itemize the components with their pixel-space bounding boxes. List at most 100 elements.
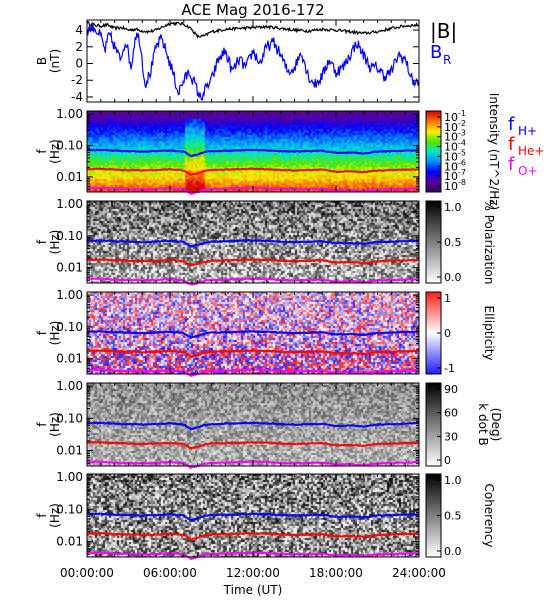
colorbar-tick-exp: -4 bbox=[458, 139, 466, 148]
y-axis-label-f: f (Hz) bbox=[35, 230, 62, 255]
y-tick-label: 1.00 bbox=[56, 107, 83, 121]
y-tick-label: -2 bbox=[71, 73, 83, 87]
y-tick-label: 0.10 bbox=[56, 138, 83, 152]
legend-gyro-sub-2: O+ bbox=[518, 164, 538, 178]
y-tick-label: 0.01 bbox=[56, 352, 83, 366]
colorbar-label: % Polarization bbox=[482, 200, 496, 285]
y-tick-label: 0 bbox=[75, 57, 83, 71]
y-axis-label-main: f bbox=[35, 422, 49, 427]
colorbar-label: Ellipticity bbox=[482, 306, 496, 361]
y-tick-label: 4 bbox=[75, 23, 83, 37]
colorbar-tick-label: 0.0 bbox=[444, 545, 462, 558]
y-axis-label-b: B (nT) bbox=[35, 49, 62, 73]
colorbar-tick-exp: -2 bbox=[458, 119, 466, 128]
y-axis-label-main: f bbox=[35, 330, 49, 335]
legend-gyro-1: f bbox=[508, 134, 515, 155]
colorbar-tick-label: 10 bbox=[444, 131, 458, 144]
series-br-line bbox=[86, 22, 420, 101]
y-axis-label-unit: (nT) bbox=[48, 49, 62, 73]
y-tick-label: 0.10 bbox=[56, 502, 83, 516]
panels: 420-2-4B (nT)|B|B R1.000.100.01f (Hz)10 -110… bbox=[35, 19, 544, 580]
y-axis-label-unit: (Hz) bbox=[48, 230, 62, 255]
y-tick-label: 0.01 bbox=[56, 444, 83, 458]
colorbar-tick-label: 0.5 bbox=[444, 510, 462, 523]
legend-gyro-0: f bbox=[508, 114, 515, 135]
colorbar-tick-label: 10 bbox=[444, 150, 458, 163]
colorbar-label-text: % Polarization bbox=[482, 200, 496, 285]
colorbar-frame bbox=[425, 110, 442, 193]
colorbar-tick-exp: -7 bbox=[458, 168, 466, 177]
gyro-line-fhep bbox=[86, 167, 419, 176]
y-tick-label: 0.01 bbox=[56, 170, 83, 184]
y-tick-label: 0.10 bbox=[56, 229, 83, 243]
panel-frame-0 bbox=[86, 19, 420, 103]
colorbar-label-text: Intensity (nT^2/Hz) bbox=[487, 93, 501, 210]
y-tick-label: 1.00 bbox=[56, 197, 83, 211]
colorbar-polarization bbox=[426, 201, 441, 283]
colorbar-tick-label: -1 bbox=[444, 362, 455, 375]
y-tick-label: 0.01 bbox=[56, 261, 83, 275]
x-tick-label: 24:00:00 bbox=[392, 566, 446, 580]
colorbar-label-text: (Deg) bbox=[489, 408, 503, 442]
legend-babs: |B| bbox=[430, 19, 457, 43]
gyro-line-fhp bbox=[86, 421, 420, 431]
colorbar-coherency bbox=[426, 474, 441, 557]
colorbar-tick-exp: -1 bbox=[458, 109, 466, 118]
gyro-line-fhp bbox=[86, 148, 420, 158]
gyro-line-fhep bbox=[86, 532, 420, 541]
colorbar-tick-exp: -8 bbox=[458, 178, 466, 187]
y-axis-label-main: f bbox=[35, 239, 49, 244]
y-axis-label-main: B bbox=[35, 57, 49, 65]
colorbar-label-text: k dot B bbox=[476, 403, 490, 445]
legend-gyro-sub-0: H+ bbox=[518, 124, 537, 138]
colorbar-tick-label: 1 bbox=[444, 292, 451, 305]
colorbar-tick-label: 0.0 bbox=[444, 271, 462, 284]
colorbar-tick-label: 1.0 bbox=[444, 474, 462, 487]
colorbar-intensity bbox=[426, 111, 441, 192]
colorbar-tick-label: 10 bbox=[444, 111, 458, 124]
colorbar-tick-label: 90 bbox=[444, 383, 458, 396]
colorbar-tick-label: 10 bbox=[444, 141, 458, 154]
y-axis-label-unit: (Hz) bbox=[48, 321, 62, 346]
colorbar-tick-label: 0.5 bbox=[444, 236, 462, 249]
y-axis-label-main: f bbox=[35, 513, 49, 518]
legend-br: B bbox=[430, 42, 442, 63]
colorbar-label: Coherency bbox=[482, 483, 496, 547]
y-axis-label-unit: (Hz) bbox=[48, 503, 62, 528]
y-axis-label-f: f (Hz) bbox=[35, 139, 62, 164]
gyro-line-fhp bbox=[86, 238, 419, 248]
colorbar-ellipticity bbox=[426, 292, 441, 374]
colorbar-tick-label: 0 bbox=[444, 327, 451, 340]
y-tick-label: 1.00 bbox=[56, 288, 83, 302]
x-tick-label: 06:00:00 bbox=[143, 566, 197, 580]
gyro-line-fhp bbox=[86, 329, 420, 339]
x-axis-label: Time (UT) bbox=[223, 583, 283, 597]
colorbar-tick-label: 1.0 bbox=[444, 201, 462, 214]
y-tick-label: 0.10 bbox=[56, 320, 83, 334]
colorbar-tick-label: 10 bbox=[444, 121, 458, 134]
y-axis-label-unit: (Hz) bbox=[48, 412, 62, 437]
colorbar-tick-exp: -3 bbox=[458, 129, 466, 138]
y-tick-label: 2 bbox=[75, 40, 83, 54]
colorbar-frame bbox=[425, 382, 442, 467]
y-tick-label: 0.10 bbox=[56, 411, 83, 425]
legend-gyro-2: f bbox=[508, 154, 515, 175]
series-babs-line bbox=[86, 21, 420, 39]
gyro-line-fhp bbox=[86, 512, 420, 521]
colorbar-label: k dot B (Deg) bbox=[476, 403, 503, 445]
legend-gyro-sub-1: He+ bbox=[518, 144, 544, 158]
colorbar-tick-label: 30 bbox=[444, 430, 458, 443]
colorbar-label-text: Ellipticity bbox=[482, 306, 496, 361]
y-tick-label: 1.00 bbox=[56, 470, 83, 484]
y-tick-label: -4 bbox=[71, 90, 83, 104]
y-axis-label-unit: (Hz) bbox=[48, 139, 62, 164]
colorbar-tick-label: 10 bbox=[444, 170, 458, 183]
y-axis-label-f: f (Hz) bbox=[35, 321, 62, 346]
y-axis-label-main: f bbox=[35, 149, 49, 154]
colorbar-tick-exp: -6 bbox=[458, 158, 466, 167]
legend-br-sub: R bbox=[443, 53, 451, 67]
colorbar-k-dot-b bbox=[426, 383, 441, 466]
gyro-line-fhep bbox=[86, 258, 420, 267]
colorbar-tick-label: 10 bbox=[444, 180, 458, 193]
